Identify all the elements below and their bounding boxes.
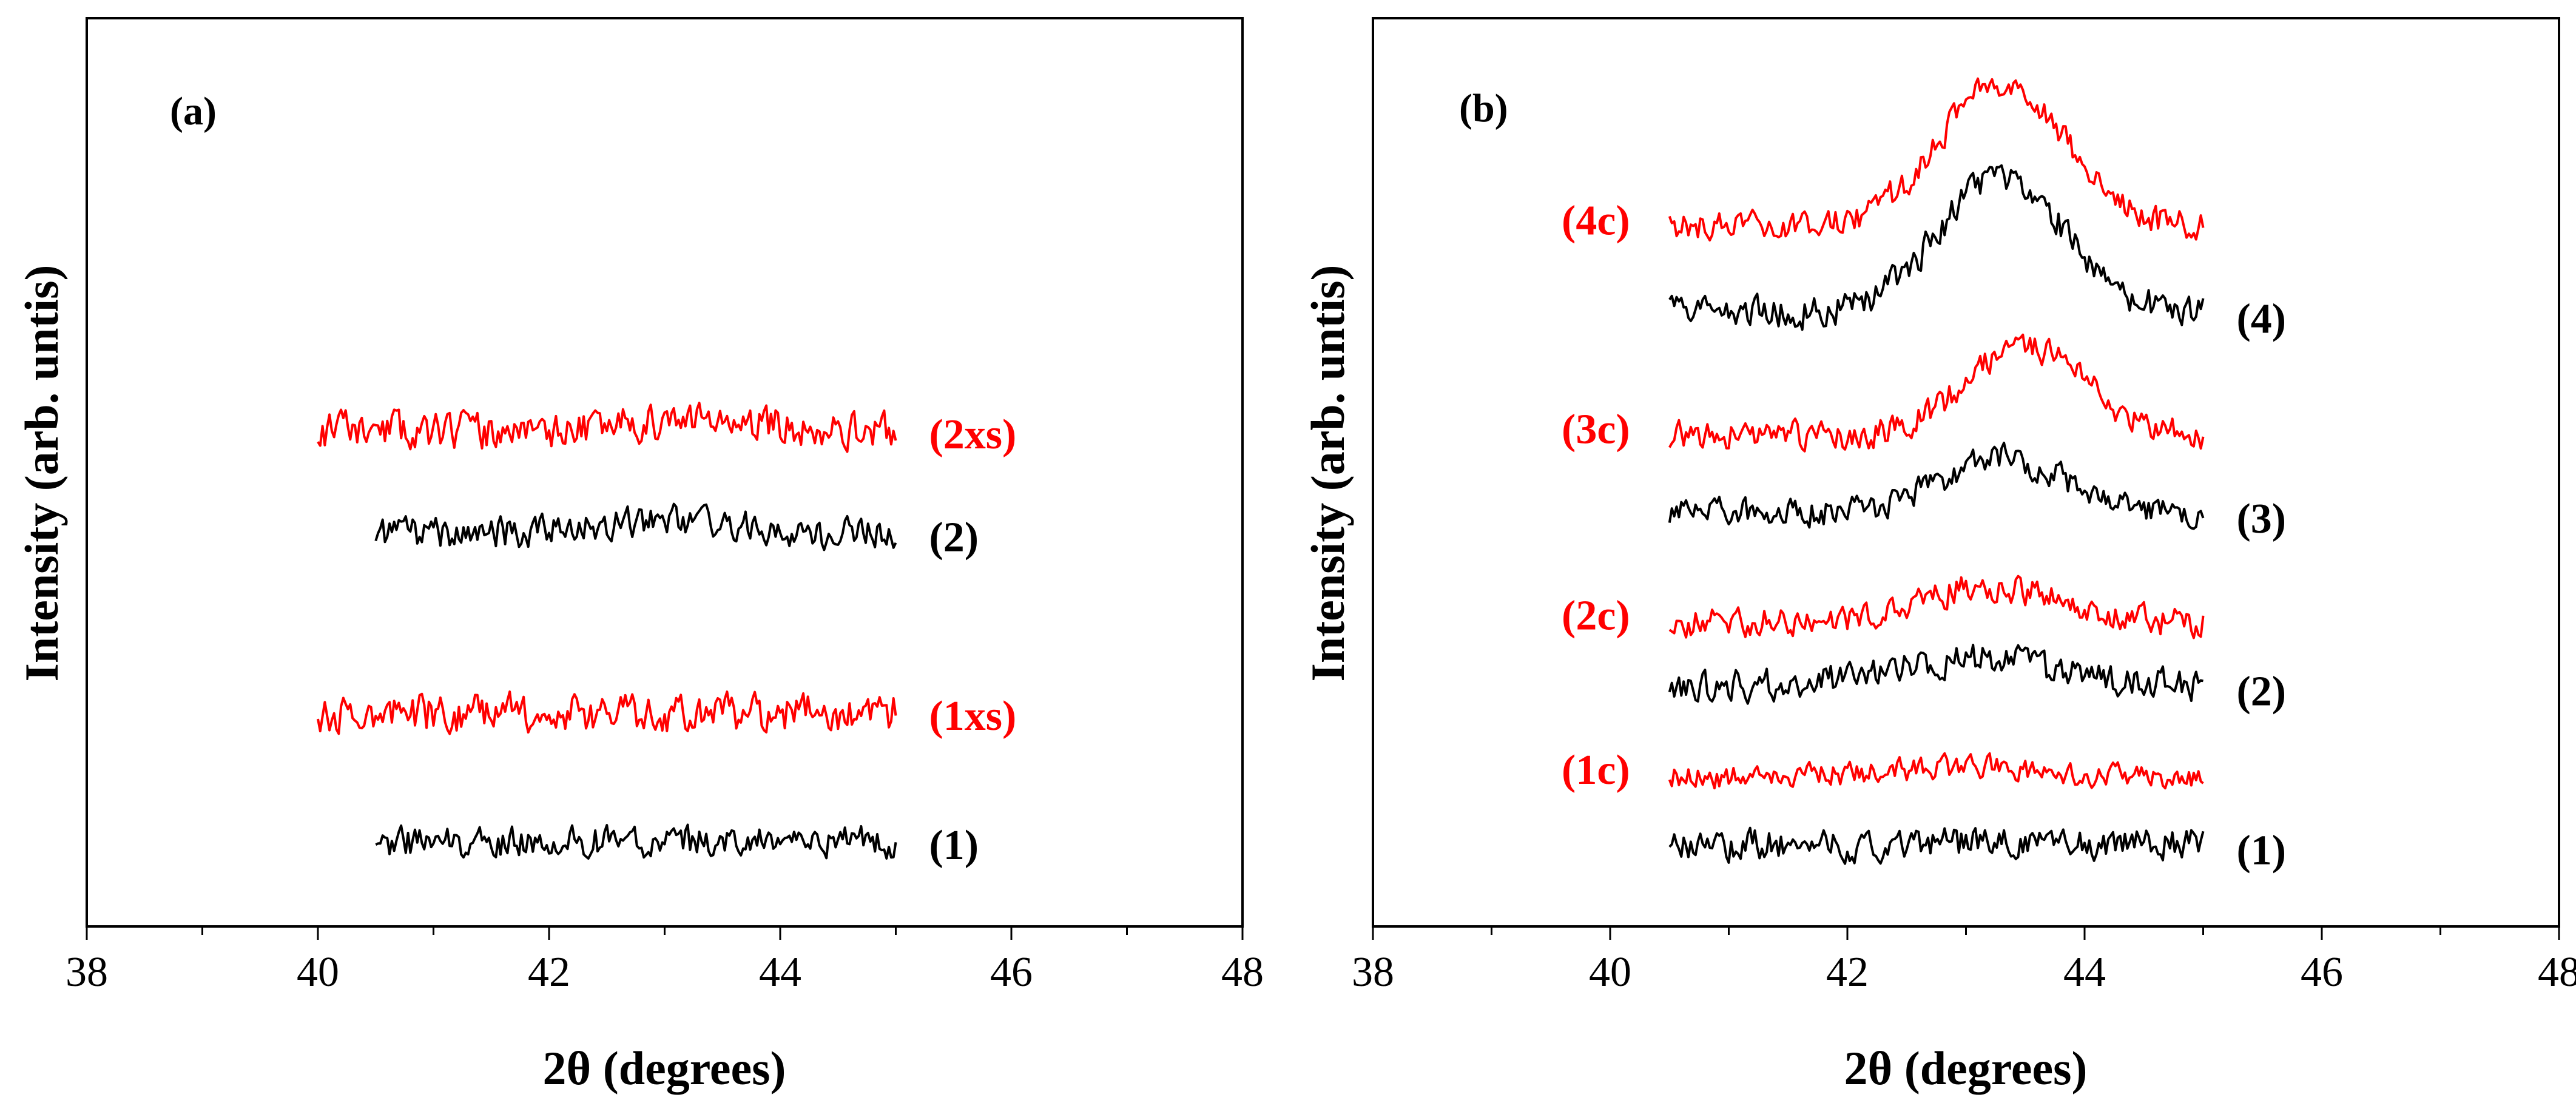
- series-line: [1668, 826, 2205, 865]
- panel-a-label: (a): [170, 89, 217, 133]
- series-label: (1xs): [929, 693, 1017, 740]
- x-tick-label: 40: [1589, 949, 1631, 996]
- panel-a-x-ticks: [86, 926, 1244, 940]
- panel-b-y-axis-label: Intensity (arb. untis): [1301, 265, 1354, 682]
- series-label: (1): [2237, 827, 2287, 874]
- series-label: (4): [2237, 296, 2287, 343]
- panel-b-x-tick-labels: 38 40 42 44 46 48: [1352, 949, 2576, 996]
- panel-a-x-tick-labels: 38 40 42 44 46 48: [66, 949, 1264, 996]
- x-tick-label: 44: [2063, 949, 2106, 996]
- series-line: [1668, 442, 2205, 530]
- series-line: [374, 502, 897, 552]
- series-label: (2xs): [929, 411, 1017, 458]
- series-label: (1c): [1562, 747, 1630, 794]
- panel-b-series-labels: (4c) (4) (3c) (3) (2c) (2) (1c) (1): [1562, 197, 2286, 874]
- series-line: [1668, 77, 2205, 241]
- series-line: [1668, 333, 2205, 453]
- panel-a-y-axis-label: Intensity (arb. untis): [15, 265, 68, 682]
- panel-a-series-labels: (2xs) (2) (1xs) (1): [929, 411, 1017, 869]
- series-line: [317, 690, 897, 735]
- panel-b-x-ticks: [1372, 926, 2560, 940]
- x-tick-label: 38: [66, 949, 108, 996]
- x-tick-label: 48: [2538, 949, 2576, 996]
- panel-b-x-axis-label: 2θ (degrees): [1844, 1042, 2088, 1095]
- panel-a: (a) Intensity (arb. untis) 2θ (degrees) …: [15, 17, 1264, 1095]
- series-line: [1668, 644, 2203, 705]
- series-label: (4c): [1562, 197, 1630, 244]
- x-tick-label: 38: [1352, 949, 1394, 996]
- series-label: (3c): [1562, 406, 1630, 453]
- x-tick-label: 42: [1826, 949, 1869, 996]
- series-label: (2): [929, 514, 979, 561]
- panel-b-label: (b): [1459, 86, 1508, 130]
- x-tick-label: 48: [1221, 949, 1264, 996]
- panel-b: (b) Intensity (arb. untis) 2θ (degrees) …: [1301, 17, 2576, 1095]
- x-tick-label: 46: [990, 949, 1033, 996]
- x-tick-label: 46: [2301, 949, 2343, 996]
- series-label: (2): [2237, 668, 2287, 715]
- series-line: [1668, 575, 2205, 639]
- x-tick-label: 40: [297, 949, 339, 996]
- panel-a-series: [317, 402, 897, 860]
- series-label: (3): [2237, 496, 2287, 542]
- x-tick-label: 42: [528, 949, 570, 996]
- series-label: (2c): [1562, 593, 1630, 639]
- series-line: [1668, 752, 2204, 790]
- series-line: [317, 402, 897, 453]
- series-label: (1): [929, 822, 979, 869]
- x-tick-label: 44: [759, 949, 801, 996]
- panel-a-x-axis-label: 2θ (degrees): [543, 1042, 786, 1095]
- series-line: [1668, 164, 2205, 331]
- series-line: [375, 823, 897, 860]
- panel-b-series: [1668, 77, 2205, 865]
